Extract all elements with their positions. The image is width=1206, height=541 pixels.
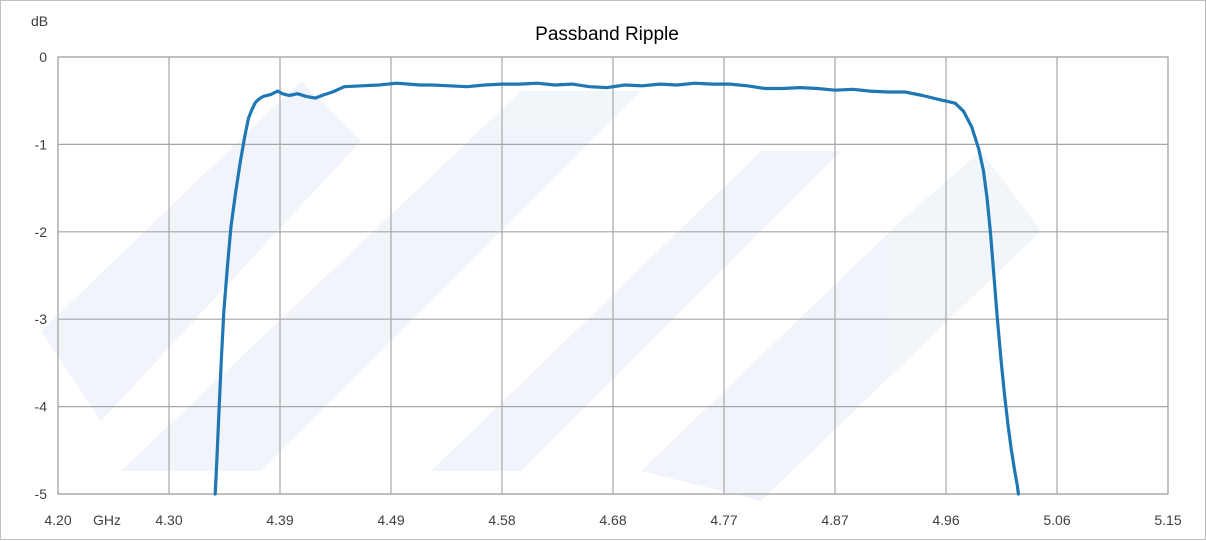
x-tick-label: 4.96	[932, 512, 959, 528]
grid	[57, 56, 1169, 495]
y-tick-label: -2	[35, 224, 48, 240]
x-tick-label: 4.20	[44, 512, 71, 528]
series-layer	[213, 81, 1021, 496]
y-tick-label: 0	[39, 49, 47, 65]
x-tick-label: 5.15	[1154, 512, 1181, 528]
x-tick-label: 5.06	[1043, 512, 1070, 528]
x-tick-label: 4.77	[710, 512, 737, 528]
y-tick-label: -1	[35, 136, 48, 152]
chart-title: Passband Ripple	[535, 24, 679, 45]
series-line	[213, 81, 1021, 496]
y-tick-label: -4	[35, 399, 48, 415]
x-axis-unit-label: GHz	[93, 512, 121, 528]
x-tick-label: 4.68	[599, 512, 626, 528]
tick-labels: 4.20 4.30 4.39 4.49 4.58 4.68 4.77 4.87 4.96 5.06…	[35, 49, 1182, 528]
x-tick-label: 4.87	[821, 512, 848, 528]
plot-area-border	[57, 56, 1169, 495]
x-tick-label: 4.49	[377, 512, 404, 528]
y-tick-label: -5	[35, 486, 48, 502]
x-tick-label: 4.39	[266, 512, 293, 528]
x-tick-label: 4.58	[488, 512, 515, 528]
watermark-logo	[41, 81, 1041, 501]
y-axis-unit-label: dB	[31, 13, 48, 29]
y-tick-label: -3	[35, 311, 48, 327]
x-tick-label: 4.30	[155, 512, 182, 528]
